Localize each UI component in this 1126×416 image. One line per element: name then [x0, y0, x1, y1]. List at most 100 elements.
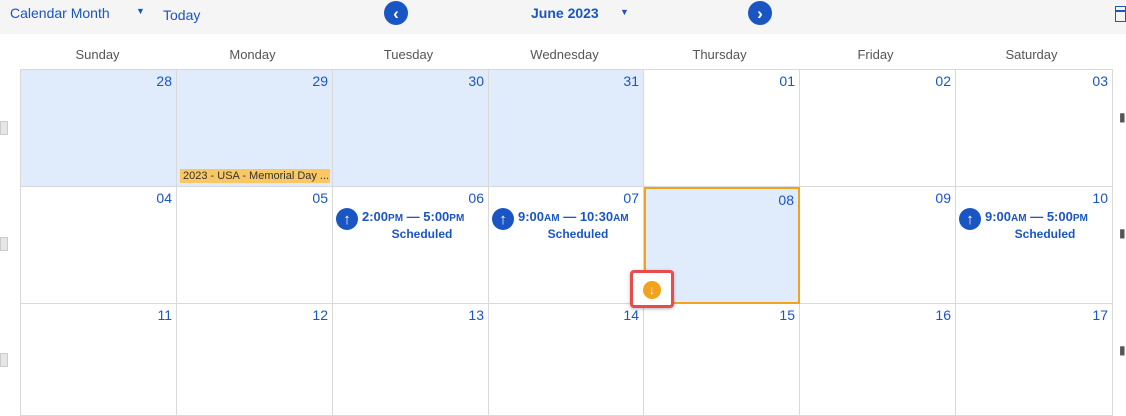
event-time: 9:00AM — 5:00PM	[985, 209, 1088, 224]
event-separator: —	[1026, 209, 1047, 224]
day-cell[interactable]: 05	[177, 187, 333, 304]
arrow-up-glyph: ↑	[499, 210, 507, 228]
weekday-label: Monday	[229, 47, 276, 62]
day-number: 04	[156, 190, 172, 206]
month-grid: 28 29 2023 - USA - Memorial Day ... 30 3…	[20, 69, 1113, 416]
event-end-ampm: AM	[613, 213, 629, 224]
day-cell[interactable]: 15	[644, 304, 800, 416]
calendar-icon[interactable]	[1115, 6, 1126, 22]
clipboard-icon[interactable]: ▮	[1119, 343, 1126, 357]
day-number: 16	[935, 307, 951, 323]
day-number: 17	[1092, 307, 1108, 323]
day-number: 07	[623, 190, 639, 206]
day-number: 03	[1092, 73, 1108, 89]
prev-month-glyph: ‹	[393, 3, 399, 23]
weekday-label: Tuesday	[383, 47, 434, 62]
day-number: 28	[156, 73, 172, 89]
event-status: Scheduled	[1014, 227, 1076, 241]
day-cell[interactable]: 03	[956, 70, 1113, 187]
next-month-glyph: ›	[757, 3, 763, 23]
day-cell[interactable]: 13	[333, 304, 489, 416]
day-number: 31	[623, 73, 639, 89]
calendar-event[interactable]: ↑ 2:00PM — 5:00PM Scheduled	[336, 208, 486, 252]
week-row-handle[interactable]	[0, 353, 8, 367]
arrow-down-icon[interactable]: ↓	[643, 281, 661, 299]
holiday-event[interactable]: 2023 - USA - Memorial Day ...	[180, 169, 330, 183]
day-cell[interactable]: 28	[21, 70, 177, 187]
arrow-down-glyph: ↓	[649, 283, 655, 297]
event-start-ampm: PM	[388, 213, 404, 224]
arrow-up-icon: ↑	[336, 208, 358, 230]
event-status: Scheduled	[391, 227, 453, 241]
day-cell[interactable]: 12	[177, 304, 333, 416]
day-number: 29	[312, 73, 328, 89]
day-number: 11	[157, 307, 172, 323]
week-row-handle[interactable]	[0, 121, 8, 135]
day-number: 13	[468, 307, 484, 323]
day-number: 09	[935, 190, 951, 206]
event-time: 9:00AM — 10:30AM	[518, 209, 629, 224]
arrow-up-glyph: ↑	[343, 210, 351, 228]
event-end: 10:30	[579, 209, 614, 224]
day-number: 08	[778, 192, 794, 208]
calendar-toolbar: Calendar Month ▼ Today ‹ June 2023 ▼ ›	[0, 0, 1126, 34]
day-cell[interactable]: 16	[800, 304, 956, 416]
day-number: 15	[779, 307, 795, 323]
event-end-ampm: PM	[1072, 213, 1088, 224]
event-start: 9:00	[518, 209, 545, 224]
event-separator: —	[559, 209, 580, 224]
day-cell[interactable]: 11	[21, 304, 177, 416]
event-end: 5:00	[1046, 209, 1073, 224]
weekday-label: Sunday	[75, 47, 120, 62]
day-cell[interactable]: 30	[333, 70, 489, 187]
day-number: 06	[468, 190, 484, 206]
day-cell[interactable]: 07 ↑ 9:00AM — 10:30AM Scheduled	[489, 187, 644, 304]
day-number: 01	[779, 73, 795, 89]
clipboard-icon[interactable]: ▮	[1119, 226, 1126, 240]
day-cell[interactable]: 09	[800, 187, 956, 304]
month-label[interactable]: June 2023	[531, 5, 599, 21]
chevron-right-icon[interactable]: ›	[748, 1, 772, 25]
day-cell[interactable]: 04	[21, 187, 177, 304]
day-cell[interactable]: 01	[644, 70, 800, 187]
day-cell[interactable]: 29 2023 - USA - Memorial Day ...	[177, 70, 333, 187]
day-cell[interactable]: 17	[956, 304, 1113, 416]
event-start: 2:00	[362, 209, 389, 224]
event-start: 9:00	[985, 209, 1012, 224]
arrow-up-glyph: ↑	[966, 210, 974, 228]
day-number: 05	[312, 190, 328, 206]
arrow-up-icon: ↑	[959, 208, 981, 230]
day-number: 12	[312, 307, 328, 323]
chevron-left-icon[interactable]: ‹	[384, 1, 408, 25]
arrow-up-icon: ↑	[492, 208, 514, 230]
day-cell[interactable]: 10 ↑ 9:00AM — 5:00PM Scheduled	[956, 187, 1113, 304]
day-number: 30	[468, 73, 484, 89]
event-status: Scheduled	[547, 227, 609, 241]
weekday-label: Thursday	[692, 47, 747, 62]
event-separator: —	[403, 209, 424, 224]
event-start-ampm: AM	[544, 213, 560, 224]
calendar-event[interactable]: ↑ 9:00AM — 5:00PM Scheduled	[959, 208, 1109, 252]
day-cell[interactable]: 02	[800, 70, 956, 187]
clipboard-icon[interactable]: ▮	[1119, 110, 1126, 124]
event-time: 2:00PM — 5:00PM	[362, 209, 464, 224]
day-number: 14	[623, 307, 639, 323]
month-dropdown-caret-icon[interactable]: ▼	[620, 7, 629, 17]
view-dropdown-caret-icon[interactable]: ▼	[136, 6, 145, 16]
day-cell[interactable]: 06 ↑ 2:00PM — 5:00PM Scheduled	[333, 187, 489, 304]
weekday-label: Wednesday	[530, 47, 599, 62]
day-cell[interactable]: 31	[489, 70, 644, 187]
today-button[interactable]: Today	[163, 7, 201, 23]
day-number: 02	[935, 73, 951, 89]
day-number: 10	[1092, 190, 1108, 206]
calendar-event[interactable]: ↑ 9:00AM — 10:30AM Scheduled	[492, 208, 642, 252]
view-select[interactable]: Calendar Month	[10, 5, 110, 21]
day-cell[interactable]: 14	[489, 304, 644, 416]
event-end: 5:00	[423, 209, 450, 224]
dragged-event-highlight[interactable]: ↓	[630, 270, 674, 308]
event-start-ampm: AM	[1011, 213, 1027, 224]
weekday-label: Saturday	[1005, 47, 1058, 62]
week-row-handle[interactable]	[0, 237, 8, 251]
event-end-ampm: PM	[449, 213, 465, 224]
weekday-label: Friday	[857, 47, 894, 62]
